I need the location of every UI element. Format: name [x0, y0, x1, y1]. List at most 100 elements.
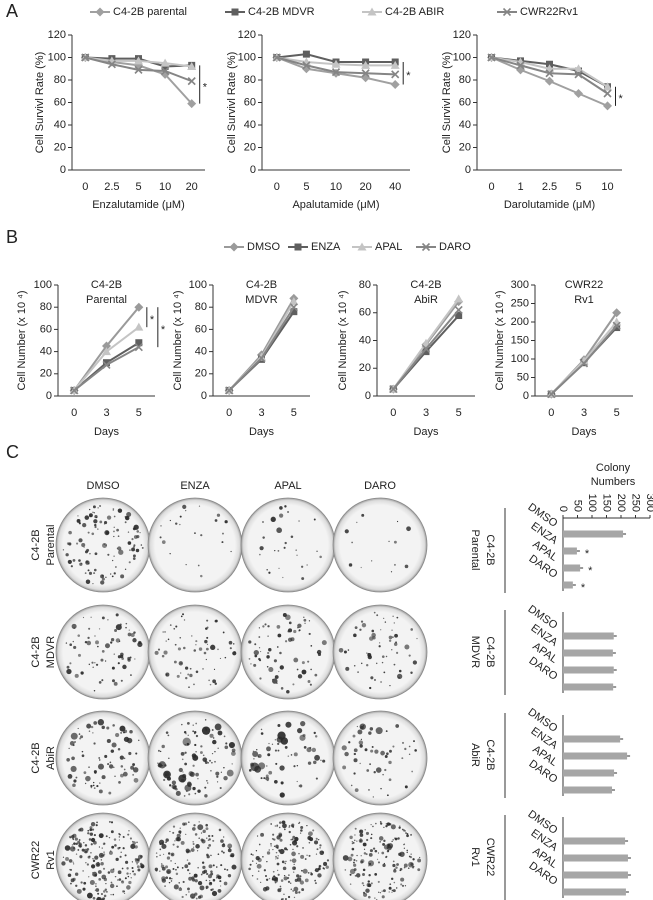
colony	[102, 543, 108, 549]
colony	[273, 779, 278, 784]
colony	[114, 775, 116, 777]
colony	[108, 791, 112, 795]
colony	[115, 857, 119, 862]
colony	[187, 862, 191, 865]
colony	[296, 780, 298, 783]
colony	[278, 670, 280, 673]
colony	[296, 668, 299, 671]
x-tick-label: 5	[291, 407, 297, 419]
colony	[370, 749, 374, 753]
colony	[349, 835, 353, 840]
colony	[284, 640, 288, 643]
colony	[74, 872, 79, 876]
colony	[190, 848, 195, 852]
colony	[370, 823, 372, 826]
colony	[403, 863, 408, 868]
x-axis-label: Days	[249, 426, 275, 438]
colony	[258, 627, 260, 629]
colony	[89, 828, 93, 832]
colony	[296, 845, 299, 848]
colony	[154, 867, 159, 871]
colony	[224, 868, 226, 871]
colony	[353, 772, 356, 775]
colony	[361, 882, 364, 885]
colony	[84, 515, 90, 520]
colony	[268, 849, 270, 851]
colony	[234, 651, 236, 653]
colony	[95, 888, 100, 892]
colony	[366, 652, 368, 654]
colony	[88, 766, 90, 768]
colony	[132, 554, 136, 558]
colony	[182, 773, 187, 779]
colony	[252, 860, 254, 862]
colony	[69, 868, 71, 871]
colony	[197, 824, 204, 831]
colony	[284, 746, 288, 749]
colony	[101, 577, 105, 581]
colony	[306, 824, 308, 827]
colony	[354, 834, 356, 836]
colony	[174, 643, 177, 646]
colony	[101, 847, 103, 849]
colony	[205, 728, 208, 731]
colony	[276, 682, 278, 684]
colony	[84, 844, 88, 847]
point	[134, 65, 143, 74]
colony	[79, 855, 83, 859]
colony	[355, 873, 361, 878]
colony	[414, 749, 417, 752]
colony	[294, 890, 298, 894]
colony	[276, 857, 279, 860]
colony	[72, 783, 76, 788]
colony	[307, 836, 312, 840]
bar	[563, 752, 628, 760]
colony	[381, 890, 383, 892]
colony	[77, 634, 81, 637]
bar	[563, 854, 628, 862]
colony	[342, 765, 347, 770]
colony	[128, 880, 132, 885]
colony	[265, 776, 270, 781]
chart-title: Colony	[596, 462, 631, 474]
colony	[128, 751, 132, 756]
colony	[133, 872, 137, 876]
colony	[71, 834, 75, 838]
x-tick-label: 250	[630, 494, 642, 512]
colony	[290, 754, 293, 756]
y-tick-label: 40	[54, 119, 66, 131]
colony	[410, 671, 413, 674]
colony	[206, 643, 209, 645]
colony	[323, 861, 328, 866]
colony	[354, 626, 358, 630]
colony	[259, 677, 262, 680]
colony	[92, 582, 94, 585]
colony	[165, 841, 167, 844]
colony	[83, 771, 87, 775]
colony	[128, 629, 130, 631]
colony	[277, 873, 280, 876]
colony	[195, 751, 197, 753]
colony	[407, 867, 410, 870]
colony	[231, 751, 236, 756]
colony	[78, 828, 81, 832]
colony	[104, 643, 110, 649]
colony	[217, 747, 219, 749]
colony	[371, 629, 375, 633]
colony	[338, 647, 344, 653]
colony	[283, 893, 285, 895]
colony	[222, 631, 225, 634]
colony	[166, 877, 168, 879]
colony	[344, 529, 349, 534]
colony	[87, 636, 90, 640]
colony	[287, 880, 291, 883]
colony	[398, 676, 400, 679]
colony	[99, 504, 102, 508]
colony	[276, 869, 279, 872]
colony	[416, 637, 418, 640]
colony	[73, 863, 75, 865]
colony	[70, 565, 73, 568]
colony	[111, 845, 115, 849]
colony	[406, 849, 409, 852]
colony	[258, 647, 261, 649]
